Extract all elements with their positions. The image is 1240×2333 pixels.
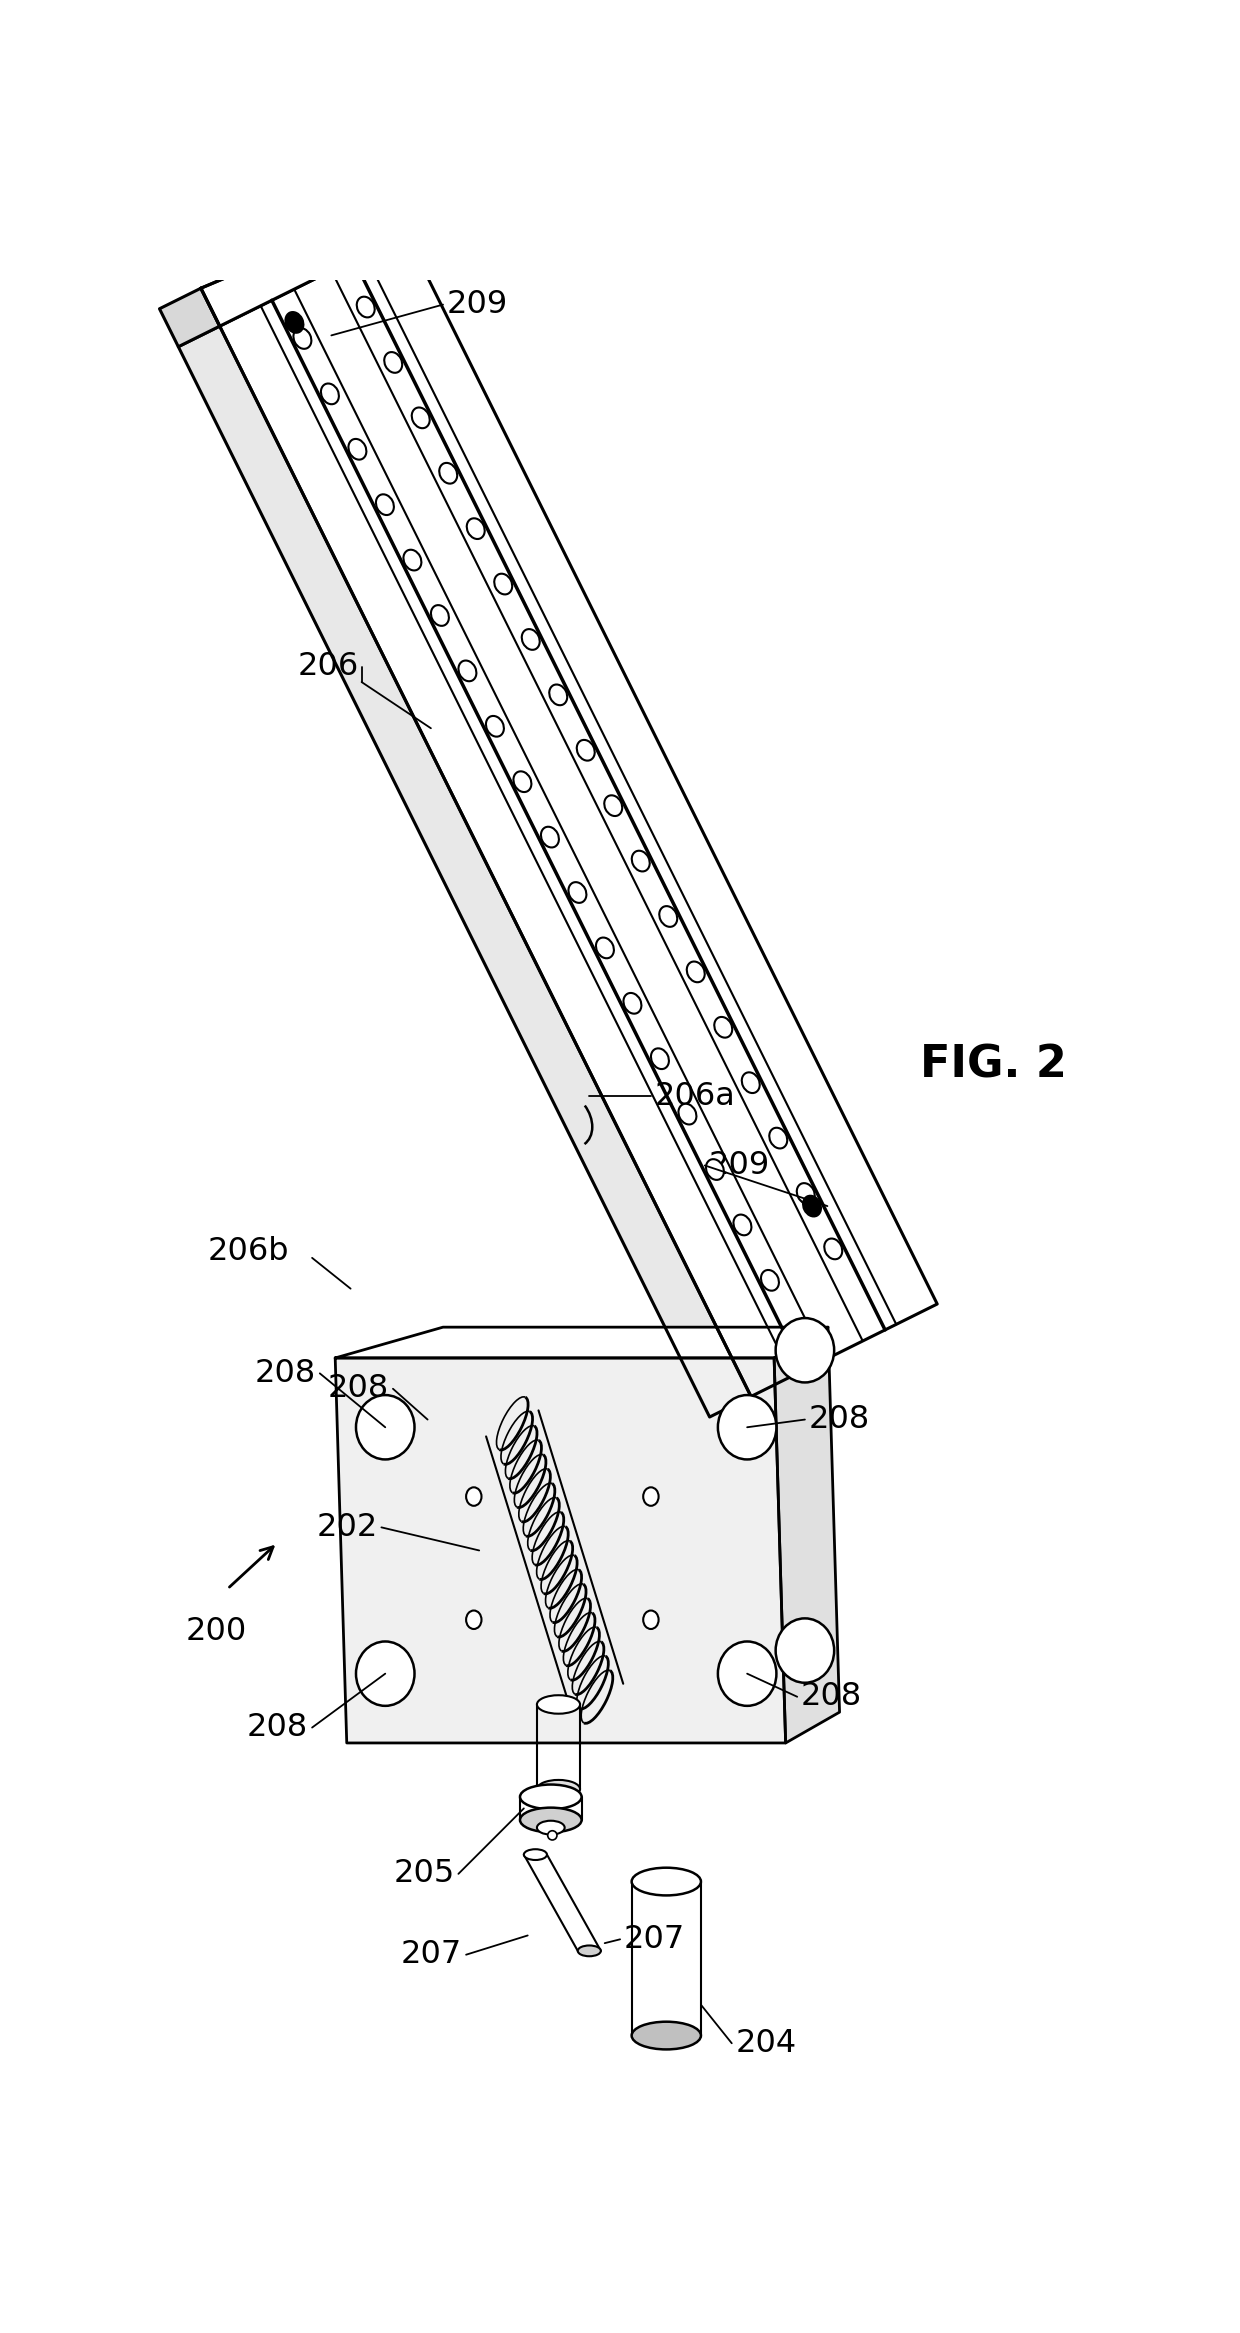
Text: 208: 208 (808, 1404, 870, 1435)
Text: 208: 208 (247, 1712, 309, 1743)
Ellipse shape (439, 462, 458, 483)
Polygon shape (219, 233, 937, 1397)
Ellipse shape (631, 2023, 701, 2048)
Ellipse shape (825, 1239, 842, 1260)
Text: 209: 209 (446, 289, 508, 320)
Ellipse shape (432, 604, 449, 625)
Ellipse shape (321, 383, 339, 404)
Polygon shape (335, 1327, 828, 1358)
Ellipse shape (568, 882, 587, 903)
Ellipse shape (384, 352, 402, 373)
Text: 207: 207 (401, 1939, 463, 1969)
Ellipse shape (644, 1610, 658, 1628)
Ellipse shape (466, 1610, 481, 1628)
Ellipse shape (537, 1820, 564, 1834)
Polygon shape (160, 289, 219, 348)
Polygon shape (201, 208, 405, 327)
Ellipse shape (769, 1127, 787, 1148)
Ellipse shape (706, 1160, 724, 1180)
Text: 207: 207 (624, 1925, 686, 1955)
Ellipse shape (486, 716, 503, 737)
Ellipse shape (596, 938, 614, 959)
Polygon shape (335, 1358, 786, 1743)
Ellipse shape (513, 772, 532, 793)
Ellipse shape (459, 660, 476, 681)
Ellipse shape (797, 1183, 815, 1204)
Ellipse shape (761, 1269, 779, 1290)
Ellipse shape (466, 518, 485, 539)
Ellipse shape (520, 1785, 582, 1808)
Ellipse shape (631, 1869, 701, 1894)
Ellipse shape (776, 1619, 835, 1682)
Ellipse shape (660, 905, 677, 926)
Ellipse shape (285, 313, 304, 334)
Ellipse shape (541, 826, 559, 847)
Ellipse shape (651, 1048, 668, 1069)
Ellipse shape (644, 1488, 658, 1505)
Ellipse shape (578, 1946, 601, 1957)
Ellipse shape (804, 1197, 821, 1215)
Ellipse shape (356, 1642, 414, 1705)
Ellipse shape (523, 1850, 547, 1859)
Polygon shape (179, 327, 751, 1416)
Ellipse shape (356, 1395, 414, 1460)
Ellipse shape (624, 994, 641, 1013)
Ellipse shape (466, 1488, 481, 1505)
Ellipse shape (742, 1073, 760, 1094)
Text: 208: 208 (801, 1682, 862, 1712)
Ellipse shape (294, 329, 311, 350)
Ellipse shape (718, 1395, 776, 1460)
Text: 209: 209 (708, 1150, 770, 1180)
Ellipse shape (537, 1696, 580, 1715)
Ellipse shape (734, 1215, 751, 1234)
Ellipse shape (577, 740, 595, 761)
Text: 206a: 206a (655, 1080, 735, 1111)
Text: 205: 205 (393, 1859, 455, 1890)
Ellipse shape (403, 551, 422, 572)
Ellipse shape (678, 1104, 697, 1125)
Ellipse shape (604, 796, 622, 817)
Ellipse shape (631, 852, 650, 873)
Text: 208: 208 (327, 1374, 389, 1404)
Text: 206: 206 (298, 651, 360, 681)
Text: 200: 200 (185, 1617, 247, 1647)
Ellipse shape (357, 296, 374, 317)
Ellipse shape (376, 495, 394, 516)
Ellipse shape (776, 1318, 835, 1383)
Polygon shape (774, 1327, 839, 1743)
Ellipse shape (348, 439, 366, 460)
Text: 206b: 206b (207, 1236, 289, 1267)
Ellipse shape (495, 574, 512, 595)
Text: 208: 208 (254, 1358, 316, 1388)
Circle shape (548, 1831, 557, 1841)
Text: 204: 204 (735, 2027, 797, 2058)
Ellipse shape (412, 408, 430, 429)
Ellipse shape (549, 684, 567, 705)
Ellipse shape (714, 1017, 733, 1038)
Ellipse shape (687, 961, 704, 982)
Text: 202: 202 (316, 1512, 377, 1542)
Ellipse shape (522, 630, 539, 651)
Ellipse shape (520, 1808, 582, 1831)
Text: FIG. 2: FIG. 2 (920, 1043, 1068, 1087)
Ellipse shape (718, 1642, 776, 1705)
Ellipse shape (537, 1780, 580, 1799)
